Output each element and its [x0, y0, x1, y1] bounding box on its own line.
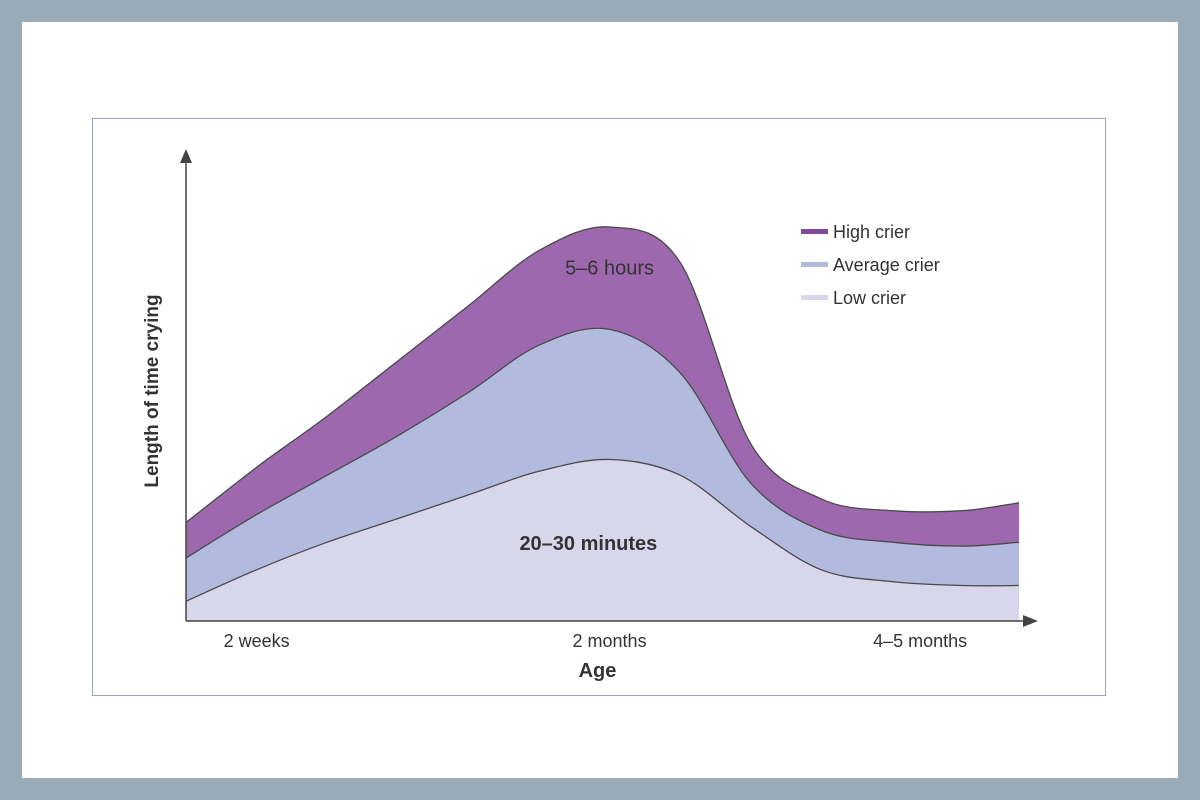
line-low-crier [185, 458, 1020, 602]
legend-label-low-crier: Low crier [833, 288, 906, 308]
area-layers [185, 226, 1020, 621]
y-axis-arrow-icon [180, 149, 192, 163]
chart-frame: 2 weeks 2 months 4–5 months Age Length of … [92, 118, 1106, 696]
x-tick-label: 2 weeks [224, 631, 290, 651]
axes [180, 149, 1038, 627]
legend-label-average-crier: Average crier [833, 255, 940, 275]
annotation-label: 5–6 hours [565, 257, 654, 279]
crying-time-chart: 2 weeks 2 months 4–5 months Age Length of … [142, 149, 1038, 682]
line-average-crier [185, 327, 1020, 559]
page-background: 2 weeks 2 months 4–5 months Age Length of … [22, 22, 1178, 778]
annotation-label: 20–30 minutes [519, 533, 657, 555]
x-tick-label: 4–5 months [873, 631, 967, 651]
legend-swatch-low-crier [801, 295, 828, 300]
legend-swatch-high-crier [801, 229, 828, 234]
x-tick-label: 2 months [573, 631, 647, 651]
area-low-crier [186, 459, 1019, 621]
x-axis-arrow-icon [1023, 615, 1038, 627]
line-high-crier [185, 226, 1020, 524]
legend: High crier Average crier Low crier [801, 222, 940, 308]
y-axis-label: Length of time crying [142, 294, 163, 487]
legend-swatch-average-crier [801, 262, 828, 267]
x-tick-labels: 2 weeks 2 months 4–5 months [224, 631, 968, 651]
x-axis-label: Age [579, 660, 617, 682]
legend-label-high-crier: High crier [833, 222, 910, 242]
annotations: 5–6 hours 20–30 minutes [519, 257, 657, 555]
